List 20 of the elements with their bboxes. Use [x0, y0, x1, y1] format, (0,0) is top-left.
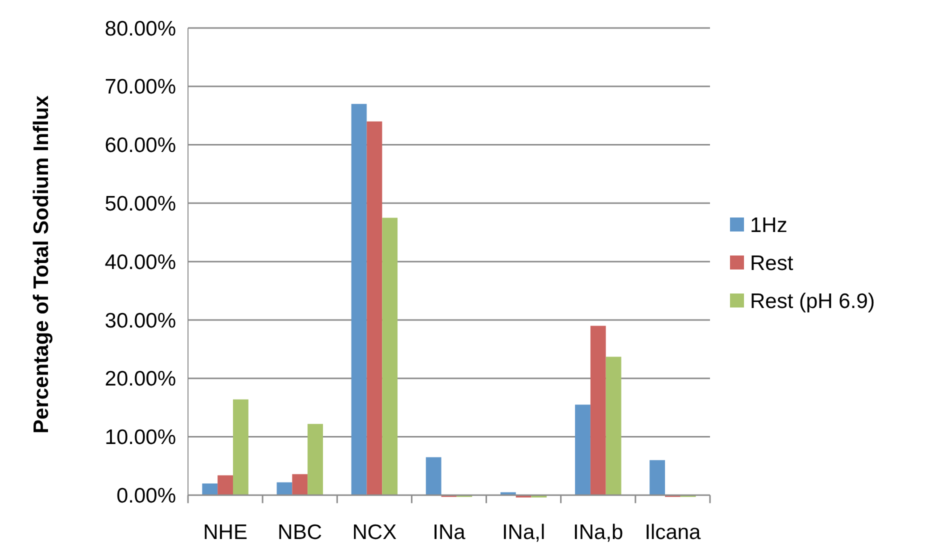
x-tick-label: INa,b — [573, 521, 624, 544]
legend-label: 1Hz — [750, 214, 788, 237]
x-tick-label: INa,l — [502, 521, 546, 544]
x-tick-label: Ilcana — [644, 521, 702, 544]
legend-label: Rest — [750, 252, 794, 275]
y-tick-label: 80.00% — [104, 17, 176, 40]
y-tick-label: 30.00% — [104, 309, 176, 332]
y-tick-label: 60.00% — [104, 134, 176, 158]
x-tick-label: NBC — [278, 521, 322, 544]
y-tick-label: 10.00% — [104, 426, 176, 450]
y-tick-label: 0.00% — [116, 484, 176, 508]
y-tick-label: 50.00% — [104, 192, 176, 216]
y-tick-label: 40.00% — [104, 250, 176, 274]
x-tick-label: NHE — [203, 521, 248, 544]
y-axis-title: Percentage of Total Sodium Influx — [30, 95, 53, 434]
y-tick-label: 20.00% — [104, 368, 176, 391]
x-tick-label: INa — [432, 521, 466, 544]
x-tick-label: NCX — [352, 521, 397, 544]
legend-label: Rest (pH 6.9) — [750, 290, 875, 313]
y-tick-label: 70.00% — [104, 76, 176, 99]
